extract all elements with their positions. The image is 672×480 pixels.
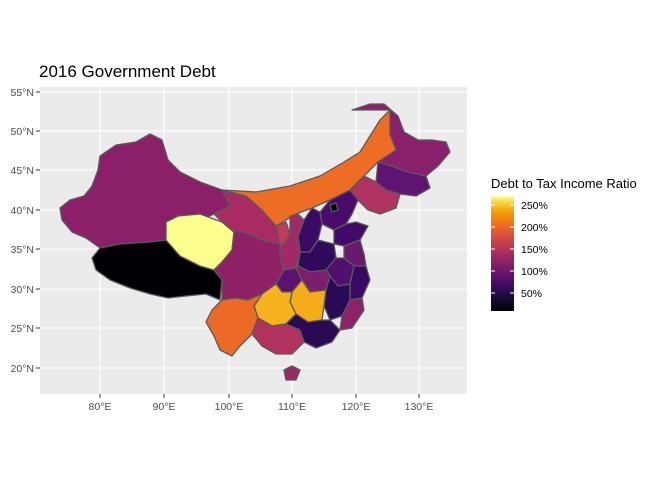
tibet-region [91, 239, 223, 301]
x-tick-label: 130°E [405, 401, 434, 413]
y-tick-label: 55°N [11, 87, 34, 99]
y-tick-label: 35°N [11, 244, 34, 256]
y-tick-label: 20°N [11, 363, 34, 375]
legend-label: 200% [521, 222, 548, 234]
x-tick-label: 90°E [153, 401, 176, 413]
legend-label: 50% [521, 288, 542, 300]
y-tick-label: 30°N [11, 284, 34, 296]
x-tick-label: 80°E [89, 401, 112, 413]
guangdong-region [285, 313, 341, 349]
legend-label: 100% [521, 266, 548, 278]
chart-title: 2016 Government Debt [39, 62, 216, 81]
x-axis-ticks [99, 394, 420, 398]
x-tick-label: 100°E [215, 401, 244, 413]
guangxi-region [251, 317, 305, 355]
y-tick-label: 45°N [11, 165, 34, 177]
china-provinces [59, 103, 451, 381]
y-tick-label: 50°N [11, 126, 34, 138]
hainan-region [283, 365, 301, 381]
legend-title: Debt to Tax Income Ratio [491, 176, 637, 191]
y-tick-label: 25°N [11, 323, 34, 335]
x-tick-label: 120°E [342, 401, 371, 413]
heilongjiang-region [351, 103, 451, 177]
y-axis-ticks [36, 91, 40, 369]
yunnan-region [205, 293, 263, 357]
y-tick-label: 40°N [11, 205, 34, 217]
x-tick-label: 110°E [278, 401, 306, 413]
beijing-region [329, 202, 339, 213]
legend-label: 150% [521, 244, 548, 256]
legend-colorbar [491, 196, 514, 311]
legend-label: 250% [521, 200, 548, 212]
legend: Debt to Tax Income Ratio 250% 200% 150% … [491, 176, 637, 311]
